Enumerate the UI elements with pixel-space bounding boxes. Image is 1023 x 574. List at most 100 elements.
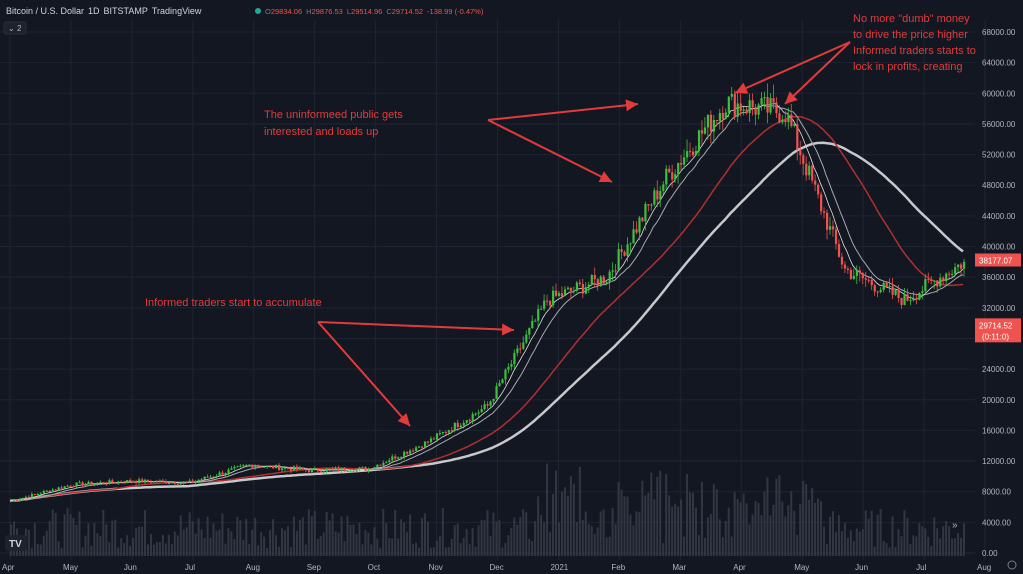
volume-bar: [596, 527, 599, 556]
candle-body: [283, 467, 287, 469]
volume-bar: [99, 536, 102, 556]
volume-bar: [203, 537, 206, 556]
candle-body: [882, 282, 885, 290]
candle-body: [275, 464, 278, 469]
volume-bar: [605, 537, 608, 556]
scroll-right-icon[interactable]: »: [952, 520, 958, 531]
candle-body: [188, 480, 191, 482]
candle-body: [33, 493, 37, 495]
chart-header: Bitcoin / U.S. Dollar 1D BITSTAMP TradingVi…: [3, 6, 484, 35]
candle-body: [662, 184, 665, 191]
annotation-arrow: [734, 41, 851, 94]
volume-bar: [331, 513, 334, 556]
candle-body: [674, 174, 677, 180]
candle-body: [873, 285, 876, 292]
candle-body: [453, 422, 456, 431]
volume-bar: [33, 523, 36, 556]
volume-bar: [158, 542, 161, 556]
candle-body: [820, 194, 823, 212]
x-tick-label: Apr: [2, 563, 15, 572]
candle-body: [799, 149, 802, 156]
candle-body: [468, 420, 471, 422]
candle-body: [888, 285, 891, 287]
symbol-title[interactable]: Bitcoin / U.S. Dollar 1D BITSTAMP TradingVi…: [6, 6, 202, 16]
y-tick-label: 0.00: [982, 549, 998, 558]
volume-bar: [709, 514, 712, 556]
candle-body: [528, 328, 531, 335]
volume-bar: [572, 483, 575, 556]
grid: [0, 20, 986, 560]
volume-bar: [936, 528, 939, 556]
volume-bar: [775, 478, 778, 556]
candle-body: [826, 212, 829, 230]
volume-bar: [54, 513, 57, 556]
candle-body: [587, 284, 590, 288]
volume-bar: [828, 516, 831, 556]
candle-body: [179, 482, 182, 485]
candle-body: [650, 204, 653, 206]
volume-bar: [802, 481, 805, 556]
volume-bar: [852, 541, 855, 556]
x-tick-label: Dec: [490, 563, 504, 572]
price-badge-last: [975, 318, 1021, 343]
candle-body: [849, 269, 853, 279]
candle-body: [164, 481, 168, 484]
volume-bar: [161, 534, 164, 556]
candle-body: [379, 464, 382, 466]
indicator-toggle-button[interactable]: [3, 21, 27, 35]
price-badge-last-text: 29714.52: [979, 321, 1013, 330]
candle-body: [450, 430, 453, 432]
candle-body: [111, 480, 114, 483]
candle-body: [141, 479, 144, 483]
candle-body: [930, 279, 933, 282]
volume-bar: [954, 538, 957, 556]
candle-body: [313, 468, 316, 470]
volume-bar: [694, 507, 697, 556]
candle-body: [486, 404, 489, 406]
volume-bar: [373, 527, 376, 556]
price-badge-countdown: (0:11:0): [982, 332, 1009, 341]
candle-body: [876, 291, 879, 293]
x-axis[interactable]: Apr May Jun Jul Aug Sep Oct Nov Dec 2021 Feb Mar Apr…: [2, 563, 991, 572]
volume-bar: [93, 522, 96, 556]
candle-body: [706, 114, 710, 128]
volume-bar: [677, 506, 680, 556]
candle-body: [242, 465, 245, 467]
candle-body: [66, 485, 69, 487]
volume-bar: [525, 512, 528, 556]
candle-body: [367, 468, 370, 471]
ma-mid-line: [9, 115, 964, 502]
volume-bar: [304, 544, 307, 556]
candle-body: [531, 320, 534, 329]
volume-bar: [72, 517, 75, 556]
candle-body: [903, 294, 906, 305]
volume-bar: [355, 534, 358, 556]
candle-body: [897, 289, 900, 298]
candle-body: [418, 446, 421, 448]
annotation-accumulate: Informed traders start to accumulate: [145, 297, 322, 309]
volume-bar: [132, 537, 135, 556]
volume-bar: [665, 473, 668, 556]
volume-bar: [468, 544, 471, 556]
volume-bar: [519, 517, 522, 556]
candle-body: [483, 404, 486, 410]
chevron-down-icon: ⌄: [8, 24, 15, 33]
candle-body: [632, 229, 635, 244]
candle-body: [513, 352, 516, 365]
candle-body: [578, 282, 582, 284]
volume-bar: [370, 544, 373, 556]
candle-body: [694, 150, 698, 156]
volume-bar: [27, 529, 30, 556]
volume-bar: [614, 523, 617, 556]
volume-bar: [361, 544, 364, 556]
volume-bar: [820, 501, 823, 556]
volume-bar: [75, 525, 78, 556]
volume-bar: [736, 498, 739, 556]
volume-bar: [671, 506, 674, 556]
volume-bar: [233, 539, 236, 556]
volume-bar: [843, 523, 846, 556]
volume-bar: [42, 535, 45, 556]
svg-text:TV: TV: [9, 539, 22, 550]
settings-gear-icon[interactable]: [1007, 560, 1017, 570]
